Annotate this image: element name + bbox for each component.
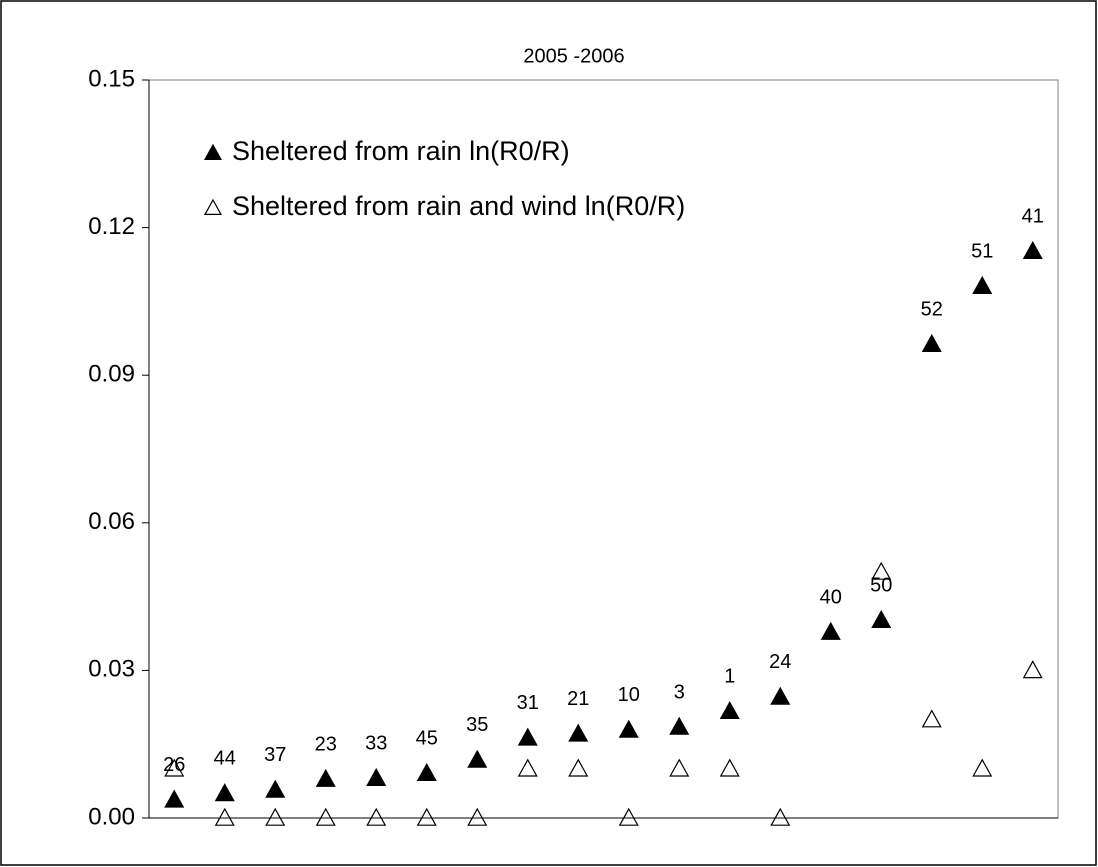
filled-marker bbox=[568, 723, 589, 742]
filled-marker bbox=[921, 333, 942, 353]
open-marker bbox=[164, 758, 185, 777]
filled-marker bbox=[315, 768, 336, 787]
point-label: 10 bbox=[618, 684, 640, 706]
point-label: 37 bbox=[264, 744, 286, 766]
legend-label: Sheltered from rain and wind ln(R0/R) bbox=[232, 191, 685, 221]
filled-marker bbox=[871, 609, 892, 629]
chart-title: 2005 -2006 bbox=[523, 45, 624, 67]
open-marker bbox=[972, 758, 993, 777]
open-marker bbox=[568, 758, 589, 777]
open-marker bbox=[669, 758, 690, 777]
open-marker bbox=[265, 807, 286, 826]
filled-marker bbox=[517, 727, 538, 746]
y-tick-label: 0.06 bbox=[88, 508, 135, 535]
open-marker bbox=[366, 807, 387, 826]
filled-marker bbox=[265, 779, 286, 798]
legend-marker bbox=[203, 198, 223, 215]
filled-marker bbox=[214, 783, 235, 802]
point-label: 51 bbox=[971, 240, 993, 262]
open-marker bbox=[719, 758, 740, 777]
filled-marker bbox=[1022, 240, 1043, 260]
legend-marker bbox=[203, 143, 223, 160]
y-tick-label: 0.03 bbox=[88, 656, 135, 683]
filled-marker bbox=[467, 749, 488, 768]
point-label: 1 bbox=[724, 666, 735, 688]
filled-marker bbox=[164, 789, 185, 808]
filled-marker bbox=[770, 686, 791, 705]
point-label: 40 bbox=[820, 586, 842, 608]
point-label: 45 bbox=[416, 728, 438, 750]
y-tick-label: 0.09 bbox=[88, 361, 135, 388]
point-label: 41 bbox=[1022, 205, 1044, 227]
filled-marker bbox=[618, 719, 639, 738]
point-label: 23 bbox=[315, 733, 337, 755]
point-label: 52 bbox=[921, 298, 943, 320]
filled-marker bbox=[416, 762, 437, 782]
filled-marker bbox=[719, 701, 740, 720]
y-tick-label: 0.12 bbox=[88, 213, 135, 240]
point-label: 24 bbox=[769, 651, 791, 673]
filled-marker bbox=[669, 716, 690, 735]
point-label: 35 bbox=[466, 714, 488, 736]
y-tick-label: 0.15 bbox=[88, 65, 135, 92]
open-marker bbox=[214, 807, 235, 826]
filled-marker bbox=[366, 767, 387, 786]
open-marker bbox=[921, 709, 942, 728]
legend-label: Sheltered from rain ln(R0/R) bbox=[232, 136, 570, 166]
point-label: 21 bbox=[567, 688, 589, 710]
y-tick-label: 0.00 bbox=[88, 803, 135, 830]
open-marker bbox=[315, 807, 336, 826]
point-label: 31 bbox=[517, 692, 539, 714]
point-label: 26 bbox=[163, 754, 185, 776]
open-marker bbox=[871, 561, 892, 580]
point-label: 44 bbox=[214, 748, 236, 770]
filled-marker bbox=[972, 275, 993, 294]
point-label: 33 bbox=[365, 732, 387, 754]
open-marker bbox=[770, 807, 791, 826]
point-label: 50 bbox=[870, 574, 892, 596]
point-label: 3 bbox=[674, 681, 685, 703]
filled-marker bbox=[820, 621, 841, 640]
open-marker bbox=[618, 807, 639, 826]
open-marker bbox=[517, 758, 538, 777]
open-marker bbox=[467, 807, 488, 826]
open-marker bbox=[416, 807, 437, 826]
open-marker bbox=[1022, 660, 1043, 679]
